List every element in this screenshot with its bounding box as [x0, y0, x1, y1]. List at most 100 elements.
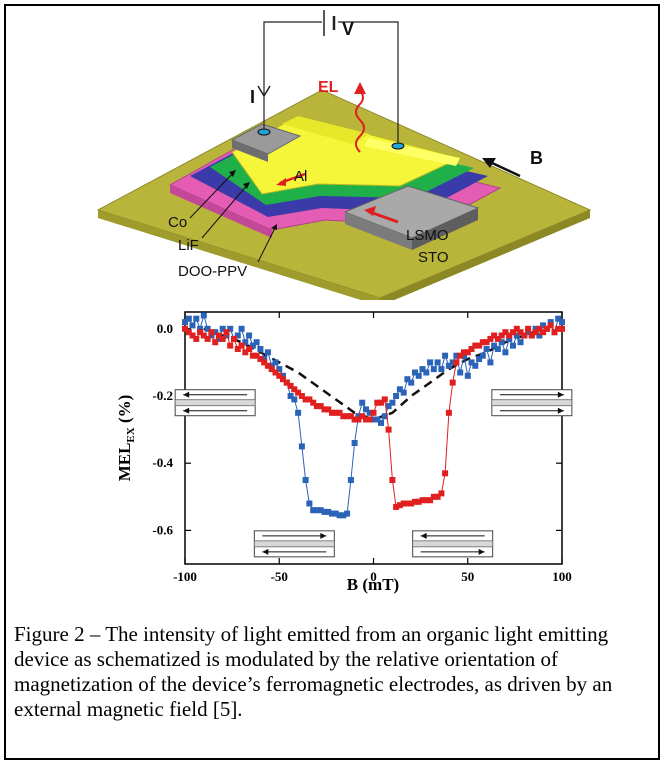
data-point	[340, 413, 347, 420]
data-point	[182, 325, 188, 332]
data-point	[359, 399, 366, 406]
data-point	[268, 366, 275, 373]
data-point	[321, 406, 328, 413]
data-point	[246, 332, 253, 339]
data-point	[268, 362, 275, 369]
data-point	[393, 503, 400, 510]
data-point	[182, 319, 188, 326]
data-point	[442, 470, 449, 477]
data-point	[208, 332, 215, 339]
data-point	[313, 403, 320, 410]
data-point	[336, 409, 343, 416]
data-point	[536, 325, 543, 332]
data-point	[298, 443, 305, 450]
data-point	[389, 477, 396, 483]
data-point	[261, 359, 268, 366]
data-point	[491, 332, 498, 339]
data-point	[430, 493, 437, 500]
data-point	[189, 322, 196, 329]
data-point	[234, 346, 241, 352]
cobalt-label: Co	[168, 214, 187, 231]
data-point	[291, 386, 298, 393]
data-point	[302, 477, 309, 483]
magnetization-inset	[491, 389, 573, 417]
data-point	[555, 315, 562, 322]
x-tick-label: 100	[552, 569, 572, 584]
mel-chart: -100 -50 0 50 100 0.0 -0.2 -0.4 -0.6 B (mT) MELE…	[115, 311, 573, 594]
data-point	[306, 396, 313, 403]
data-point	[400, 500, 407, 507]
data-point	[461, 352, 467, 359]
data-point	[532, 325, 539, 332]
data-point	[295, 409, 302, 416]
data-point	[528, 332, 535, 339]
data-point	[517, 329, 524, 336]
data-point	[347, 413, 354, 420]
data-point	[476, 356, 483, 362]
data-point	[378, 419, 384, 426]
data-point	[400, 389, 407, 396]
data-point	[442, 352, 449, 359]
data-point	[381, 396, 388, 403]
data-point	[208, 329, 215, 336]
magnetization-inset	[174, 389, 256, 417]
data-point	[306, 500, 313, 507]
data-point	[336, 512, 343, 519]
current-label: I	[250, 87, 255, 107]
magnetization-inset	[253, 530, 335, 558]
data-point	[310, 399, 317, 406]
data-point	[498, 339, 505, 346]
data-point	[355, 416, 362, 423]
data-point	[264, 349, 271, 356]
data-point	[261, 356, 268, 362]
data-point	[419, 497, 426, 504]
data-point	[506, 332, 513, 339]
data-point	[461, 349, 467, 356]
data-point	[280, 372, 286, 379]
data-point	[219, 325, 226, 332]
data-point	[551, 329, 558, 336]
data-point	[325, 406, 332, 413]
data-point	[204, 325, 211, 332]
data-point	[427, 359, 434, 366]
fit-curve	[203, 327, 544, 421]
data-point	[389, 399, 396, 406]
substrate-front-right	[380, 210, 590, 300]
cobalt-contact-pad	[230, 123, 302, 155]
data-point	[321, 508, 328, 515]
data-point	[412, 369, 418, 376]
data-point	[280, 376, 286, 383]
data-point	[449, 359, 456, 366]
data-point	[415, 498, 422, 505]
data-point	[502, 349, 509, 356]
data-point	[449, 379, 456, 386]
data-point	[525, 329, 532, 336]
data-point	[517, 339, 524, 346]
data-point	[355, 413, 362, 420]
data-point	[445, 409, 452, 416]
data-point	[453, 359, 460, 366]
data-point	[363, 406, 369, 413]
data-point	[366, 409, 373, 416]
data-point	[374, 416, 381, 423]
data-point	[370, 409, 377, 416]
data-point	[494, 346, 501, 352]
lsmo-label: LSMO	[406, 227, 449, 244]
x-axis-label: B (mT)	[347, 575, 399, 594]
data-point	[317, 403, 324, 410]
field-arrow	[489, 160, 521, 178]
data-point	[287, 382, 294, 389]
data-point	[393, 393, 400, 399]
data-point	[272, 359, 279, 366]
data-point	[219, 335, 226, 342]
data-point	[513, 332, 520, 339]
data-point	[185, 315, 192, 322]
data-point	[438, 366, 445, 373]
data-point	[317, 507, 324, 514]
emission-label: EL	[318, 79, 339, 96]
data-point	[231, 335, 237, 342]
data-point	[257, 356, 264, 362]
data-point	[468, 346, 475, 352]
data-point	[396, 502, 403, 509]
data-point	[249, 352, 256, 359]
